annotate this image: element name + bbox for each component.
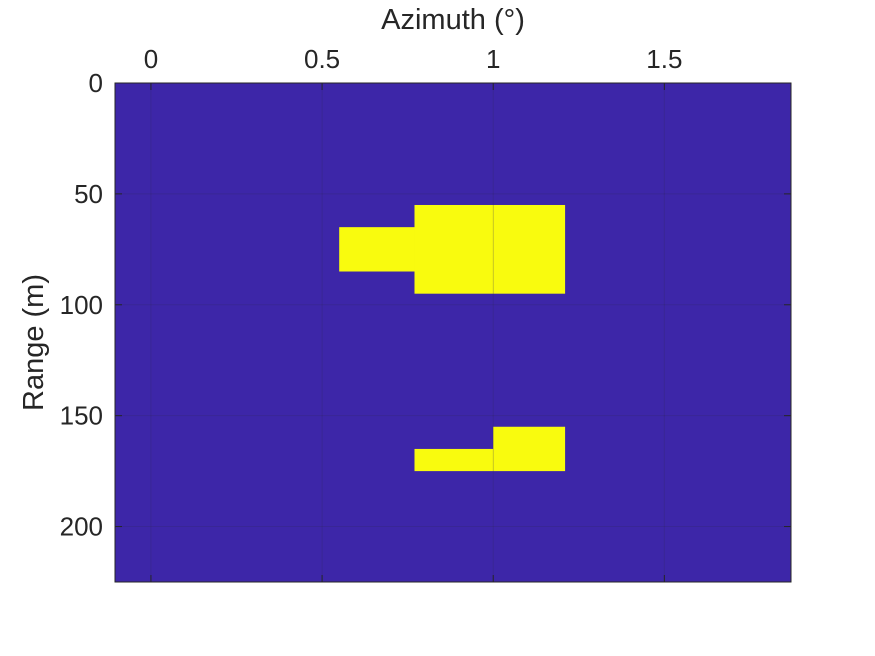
y-tick-label: 0 (89, 68, 103, 98)
y-tick-label: 100 (60, 290, 103, 320)
detection-cell (414, 204, 494, 294)
detection-cell (414, 448, 494, 472)
x-tick-label: 1 (486, 44, 500, 74)
axis-ticks: 0 0.5 1 1.5 0 50 100 150 200 (60, 44, 791, 582)
detection-cell (493, 426, 566, 472)
y-tick-label: 50 (74, 179, 103, 209)
plot-area (115, 83, 791, 582)
detection-cells (339, 204, 566, 472)
x-tick-label: 0.5 (304, 44, 340, 74)
x-axis-label: Azimuth (°) (381, 4, 525, 36)
y-tick-label: 150 (60, 401, 103, 431)
plot-frame (114, 82, 792, 583)
y-axis-label: Range (m) (18, 274, 50, 411)
detection-cell (493, 204, 566, 294)
x-tick-label: 0 (144, 44, 158, 74)
detection-cell (339, 227, 415, 272)
y-tick-label: 200 (60, 512, 103, 542)
x-tick-label: 1.5 (646, 44, 682, 74)
